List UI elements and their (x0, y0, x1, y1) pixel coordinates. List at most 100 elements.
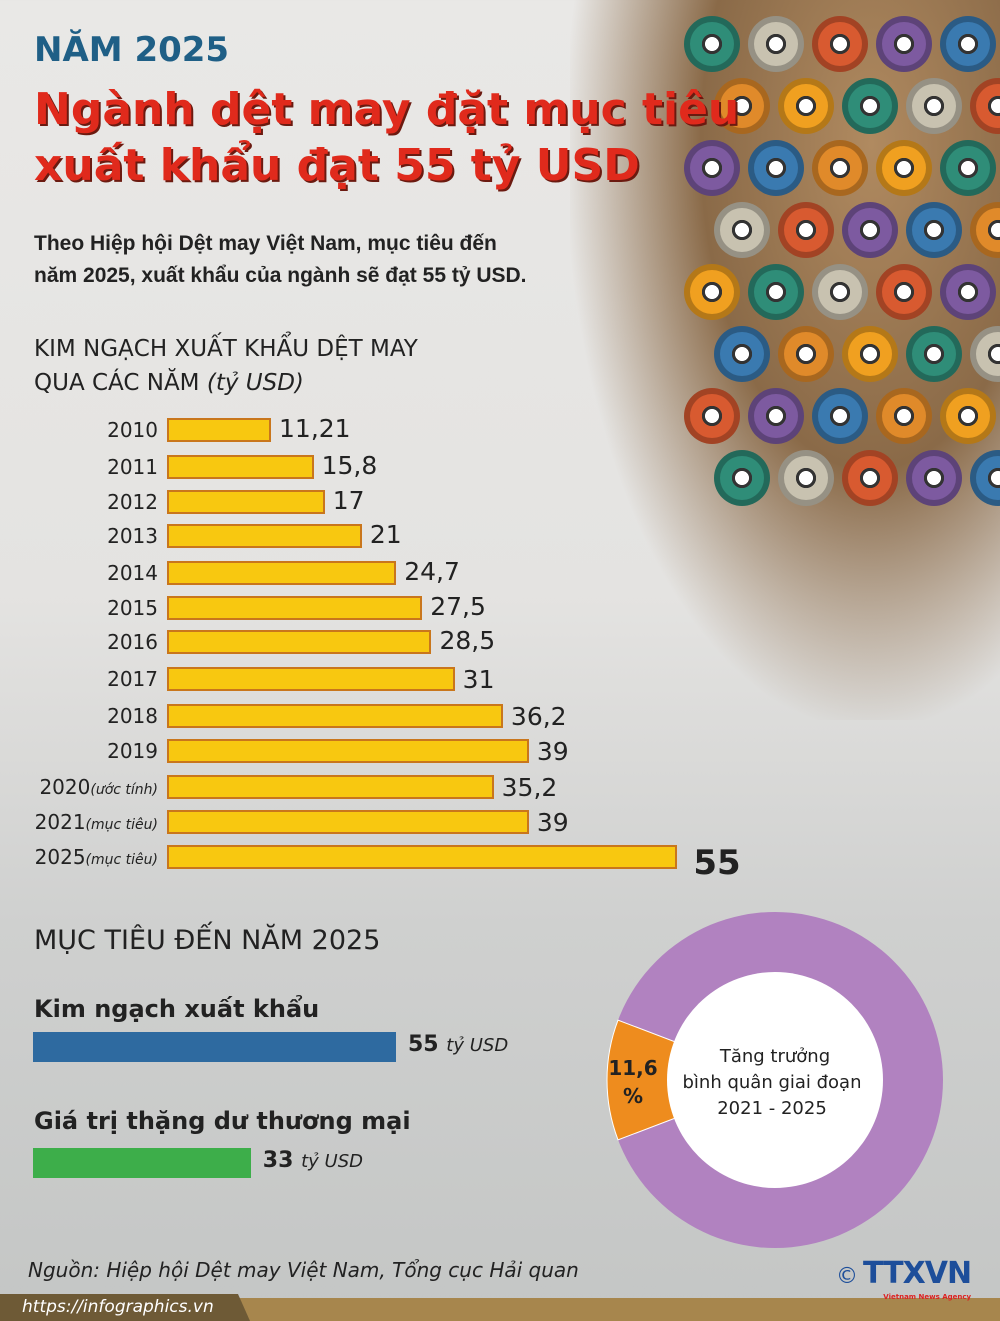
category-label: 2021(mục tiêu) (35, 810, 158, 834)
chart-title-line-2: QUA CÁC NĂM (34, 370, 207, 396)
title-line-1: Ngành dệt may đặt mục tiêu (34, 84, 740, 135)
bar (167, 455, 314, 479)
website-link[interactable]: https://infographics.vn (0, 1294, 250, 1321)
spool-icon (683, 140, 740, 196)
bar (167, 596, 423, 620)
spool-icon (683, 264, 740, 320)
intro-text: Theo Hiệp hội Dệt may Việt Nam, mục tiêu… (34, 228, 527, 292)
value: 55 (408, 1032, 439, 1057)
bar-chart-title: KIM NGẠCH XUẤT KHẨU DỆT MAY QUA CÁC NĂM (… (34, 332, 418, 400)
data-label: 24,7 (404, 557, 460, 586)
bar (167, 630, 432, 654)
data-label: 35,2 (501, 773, 558, 802)
spool-icon (905, 326, 962, 382)
data-label: 31 (462, 665, 495, 694)
spool-icon (683, 16, 740, 72)
spool-icon (875, 264, 932, 320)
target-value-surplus: 33 tỷ USD (263, 1148, 363, 1173)
data-label: 21 (369, 520, 402, 549)
logo-text: TTXVN (863, 1256, 972, 1291)
target-label-export: Kim ngạch xuất khẩu (34, 995, 320, 1023)
spool-icon (747, 16, 804, 72)
data-label: 39 (536, 808, 569, 837)
year: 2020 (39, 775, 91, 799)
spool-icon (777, 78, 834, 134)
category-label: 2014 (107, 561, 158, 585)
spool-icon (713, 202, 770, 258)
unit: tỷ USD (301, 1151, 363, 1172)
category-label: 2020(ước tính) (39, 775, 158, 799)
spool-icon (905, 202, 962, 258)
bar (167, 739, 529, 763)
spool-icon (747, 140, 804, 196)
year: 2013 (107, 524, 158, 548)
category-label: 2011 (107, 455, 158, 479)
donut-center-line-3: 2021 - 2025 (717, 1098, 827, 1119)
chart-title-line-1: KIM NGẠCH XUẤT KHẨU DỆT MAY (34, 336, 418, 362)
category-label: 2015 (107, 596, 158, 620)
bar (167, 418, 272, 442)
donut-value-percent: % (623, 1084, 643, 1108)
year: 2011 (107, 455, 158, 479)
data-label: 36,2 (510, 702, 567, 731)
donut-center-line-1: Tăng trưởng (719, 1046, 830, 1067)
bar (167, 810, 529, 834)
data-label: 55 (693, 843, 741, 883)
value: 33 (262, 1148, 294, 1173)
donut-center-line-2: bình quân giai đoạn (682, 1072, 861, 1093)
spool-icon (875, 140, 932, 196)
page-title: Ngành dệt may đặt mục tiêu xuất khẩu đạt … (34, 82, 739, 194)
category-label: 2019 (107, 739, 158, 763)
bar (167, 704, 503, 728)
spool-icon (683, 388, 740, 444)
spool-icon (939, 264, 996, 320)
title-line-2: xuất khẩu đạt 55 tỷ USD (34, 140, 640, 191)
bar (167, 561, 397, 585)
spool-icon (713, 326, 770, 382)
spool-icon (811, 16, 868, 72)
year: 2014 (107, 561, 158, 585)
spool-icon (747, 388, 804, 444)
kicker: NĂM 2025 (34, 30, 230, 70)
category-label: 2016 (107, 630, 158, 654)
spool-icon (875, 388, 932, 444)
donut-value-label: 11,6 (608, 1056, 657, 1080)
spool-icon (811, 140, 868, 196)
category-note: (mục tiêu) (85, 817, 158, 833)
data-label: 11,21 (279, 414, 351, 443)
spool-icon (841, 450, 898, 506)
category-label: 2013 (107, 524, 158, 548)
spool-icon (777, 326, 834, 382)
targets-title: MỤC TIÊU ĐẾN NĂM 2025 (34, 925, 381, 956)
target-bar-export (33, 1032, 396, 1062)
category-label: 2010 (107, 418, 158, 442)
spool-icon (811, 388, 868, 444)
unit: tỷ USD (446, 1035, 509, 1056)
year: 2016 (107, 630, 158, 654)
year: 2015 (107, 596, 158, 620)
logo-subtitle: Vietnam News Agency (883, 1293, 972, 1301)
source-note: Nguồn: Hiệp hội Dệt may Việt Nam, Tổng c… (28, 1258, 579, 1282)
year: 2021 (34, 810, 86, 834)
category-note: (mục tiêu) (85, 852, 158, 868)
year: 2018 (107, 704, 158, 728)
bar (167, 775, 494, 799)
spool-icon (713, 78, 770, 134)
year: 2012 (107, 490, 158, 514)
ttxvn-logo: © TTXVN Vietnam News Agency (836, 1256, 972, 1302)
data-label: 39 (536, 737, 569, 766)
spool-icon (777, 202, 834, 258)
category-label: 2025(mục tiêu) (35, 845, 158, 869)
category-label: 2017 (107, 667, 158, 691)
spool-icon (841, 326, 898, 382)
spool-icon (939, 140, 996, 196)
footer-strip (0, 1298, 1000, 1321)
spool-icon (713, 450, 770, 506)
bar (167, 524, 362, 548)
category-note: (ước tính) (90, 782, 158, 798)
spool-icon (811, 264, 868, 320)
category-label: 2018 (107, 704, 158, 728)
growth-donut: 11,6 % Tăng trưởng bình quân giai đoạn 2… (606, 912, 943, 1248)
data-label: 27,5 (430, 592, 486, 621)
category-label: 2012 (107, 490, 158, 514)
